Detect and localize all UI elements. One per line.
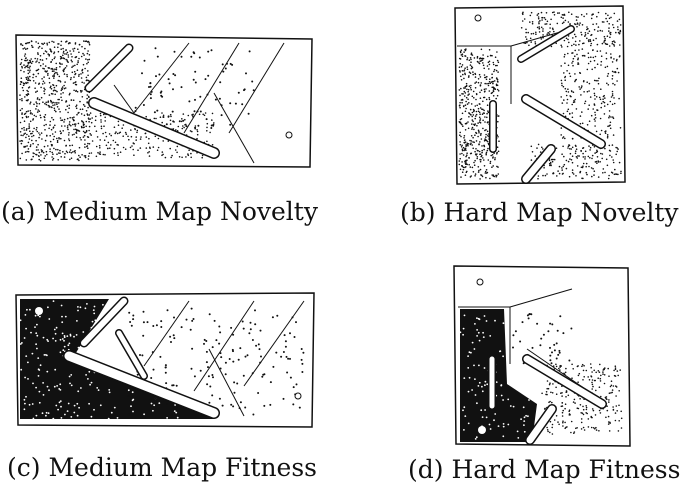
figure-a-medium-map-novelty [14,33,314,173]
maze-map-medium-fitness [15,292,315,428]
start-marker [35,307,43,315]
caption-b: (b) Hard Map Novelty [400,198,679,227]
goal-marker [285,131,293,139]
caption-a: (a) Medium Map Novelty [1,197,318,226]
caption-d: (d) Hard Map Fitness [408,455,681,484]
maze-map-hard-fitness [453,265,631,447]
maze-map-medium-novelty [15,34,313,168]
caption-c: (c) Medium Map Fitness [7,453,317,482]
figure-c-medium-map-fitness [14,291,317,433]
figure-d-hard-map-fitness [452,264,632,450]
figure-b-hard-map-novelty [451,4,626,186]
goal-marker [476,278,484,286]
start-marker [478,426,486,434]
explored-points [459,313,623,440]
goal-marker [474,14,482,22]
maze-map-hard-novelty [454,5,626,185]
goal-marker [294,392,302,400]
